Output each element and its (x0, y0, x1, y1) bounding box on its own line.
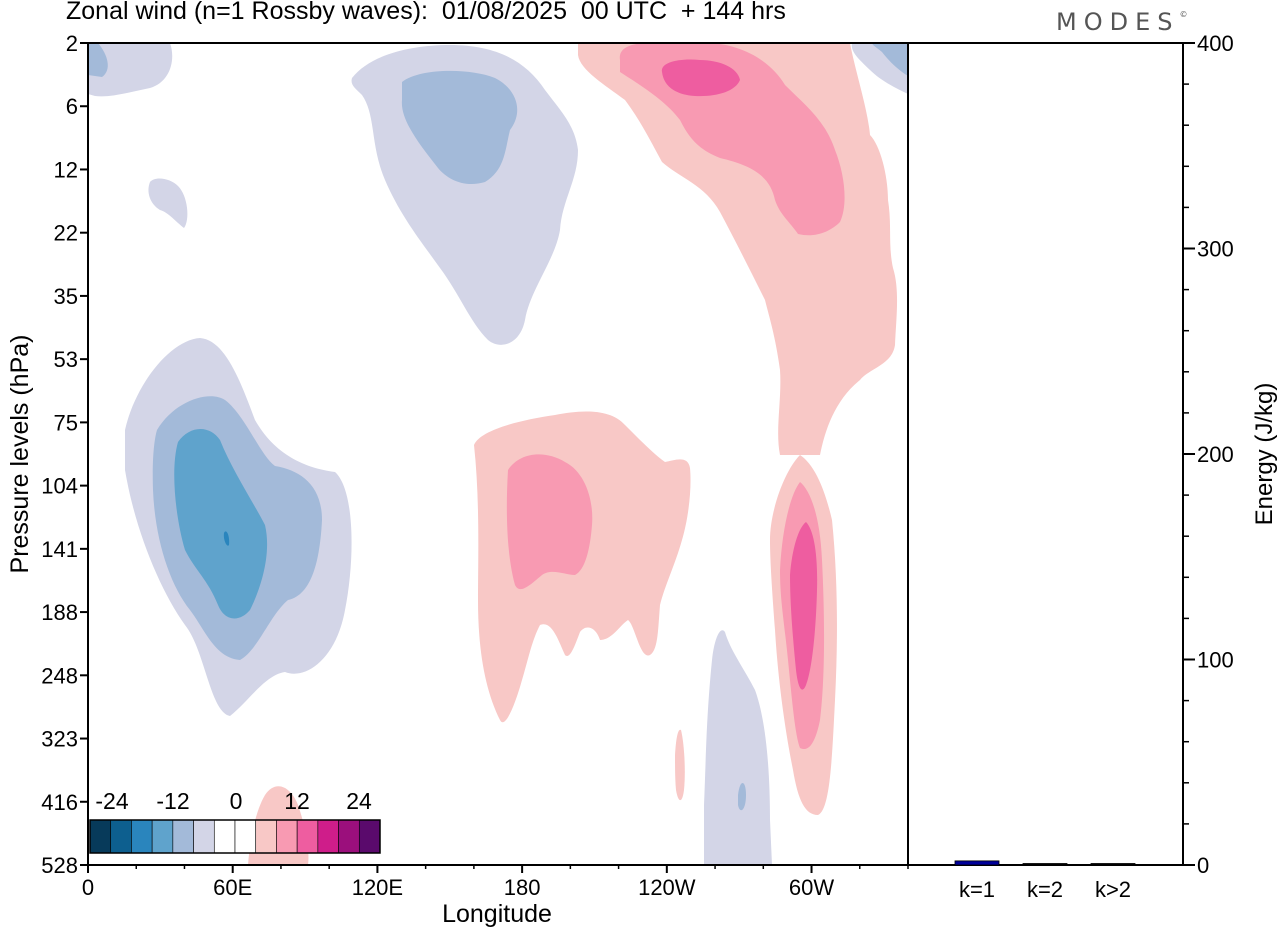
colorbar-tick-label: 24 (346, 788, 372, 814)
contour-neg-west-3 (174, 428, 268, 619)
contour-pos-mid-2 (506, 454, 593, 590)
colorbar-swatch (234, 819, 257, 854)
wavenumber-label: k=2 (1027, 877, 1063, 902)
contour-plot (87, 42, 909, 866)
colorbar-tick-label: 12 (284, 788, 310, 814)
pressure-tick-label: 35 (54, 284, 78, 309)
contour-pos-jet-3 (661, 59, 740, 97)
pressure-tick-label: 528 (41, 853, 78, 878)
colorbar-swatch (213, 819, 236, 854)
pressure-tick-label: 416 (41, 790, 78, 815)
energy-panel (907, 42, 1184, 866)
energy-bar-k=2 (1022, 863, 1068, 866)
energy-bar-k>2 (1090, 863, 1136, 866)
pressure-tick-label: 248 (41, 663, 78, 688)
pressure-tick-label: 323 (41, 727, 78, 752)
longitude-tick-label: 60W (789, 875, 834, 900)
colorbar-swatch (296, 819, 319, 854)
pressure-axis: 2 6 12 22 35 53 75 104 141 188 248 323 416 528 (41, 31, 88, 878)
energy-bars (954, 860, 1136, 866)
pressure-tick-label: 6 (66, 94, 78, 119)
energy-bar-k=1 (954, 860, 1000, 866)
pressure-tick-label: 12 (54, 157, 78, 182)
colorbar-swatch (193, 819, 215, 854)
energy-tick-label: 100 (1197, 648, 1234, 673)
contour-neg-topright-2 (872, 43, 908, 76)
energy-tick-label: 400 (1197, 31, 1234, 56)
chart-title: Zonal wind (n=1 Rossby waves): 01/08/202… (66, 0, 786, 25)
longitude-tick-label: 60E (213, 875, 252, 900)
colorbar-swatch (131, 819, 153, 854)
contour-neg-topleft-2 (88, 43, 108, 77)
colorbar-tick-label: -24 (95, 788, 128, 814)
pressure-tick-label: 188 (41, 600, 78, 625)
energy-axis: 0 100 200 300 400 (1183, 31, 1234, 878)
energy-tick-label: 300 (1197, 237, 1234, 262)
longitude-tick-label: 180 (504, 875, 541, 900)
contour-neg-column (704, 630, 772, 865)
colorbar: -24 -12 0 12 24 (89, 788, 381, 854)
energy-axis-label: Energy (J/kg) (1251, 383, 1278, 526)
contour-neg-small (148, 178, 188, 228)
wavenumber-axis: k=1 k=2 k>2 (959, 877, 1131, 902)
contour-pos-sliver (675, 729, 685, 801)
pressure-tick-label: 2 (66, 31, 78, 56)
wavenumber-label: k>2 (1095, 877, 1131, 902)
energy-tick-label: 0 (1197, 853, 1209, 878)
contour-neg-topleft-1 (88, 43, 173, 97)
colorbar-swatch (89, 819, 112, 854)
energy-tick-label: 200 (1197, 442, 1234, 467)
longitude-axis: 0 60E 120E 180 120W 60W (82, 865, 909, 900)
pressure-tick-label: 75 (54, 410, 78, 435)
colorbar-tick-label: -12 (156, 788, 189, 814)
pressure-tick-label: 22 (54, 221, 78, 246)
longitude-tick-label: 120E (352, 875, 403, 900)
x-axis-label: Longitude (442, 900, 552, 928)
colorbar-frame (89, 819, 381, 854)
colorbar-swatch (358, 819, 381, 854)
longitude-tick-label: 0 (82, 875, 94, 900)
pressure-tick-label: 141 (41, 537, 78, 562)
pressure-tick-label: 53 (54, 347, 78, 372)
colorbar-tick-label: 0 (230, 788, 243, 814)
colorbar-swatch (338, 819, 360, 854)
y-axis-label: Pressure levels (hPa) (6, 335, 34, 574)
colorbar-swatch (317, 819, 339, 854)
colorbar-swatch (276, 819, 298, 854)
colorbar-swatch (255, 819, 277, 854)
modes-logo: MODES© (1056, 8, 1188, 36)
wavenumber-label: k=1 (959, 877, 995, 902)
colorbar-swatch (172, 819, 194, 854)
pressure-tick-label: 104 (41, 474, 78, 499)
contour-neg-west-4 (223, 531, 230, 546)
colorbar-swatch (110, 819, 132, 854)
contour-neg-strat-2 (401, 70, 518, 185)
colorbar-swatch (151, 819, 174, 854)
contour-neg-column-core (738, 782, 746, 811)
longitude-tick-label: 120W (638, 875, 696, 900)
contour-pos-east-3 (790, 522, 818, 690)
